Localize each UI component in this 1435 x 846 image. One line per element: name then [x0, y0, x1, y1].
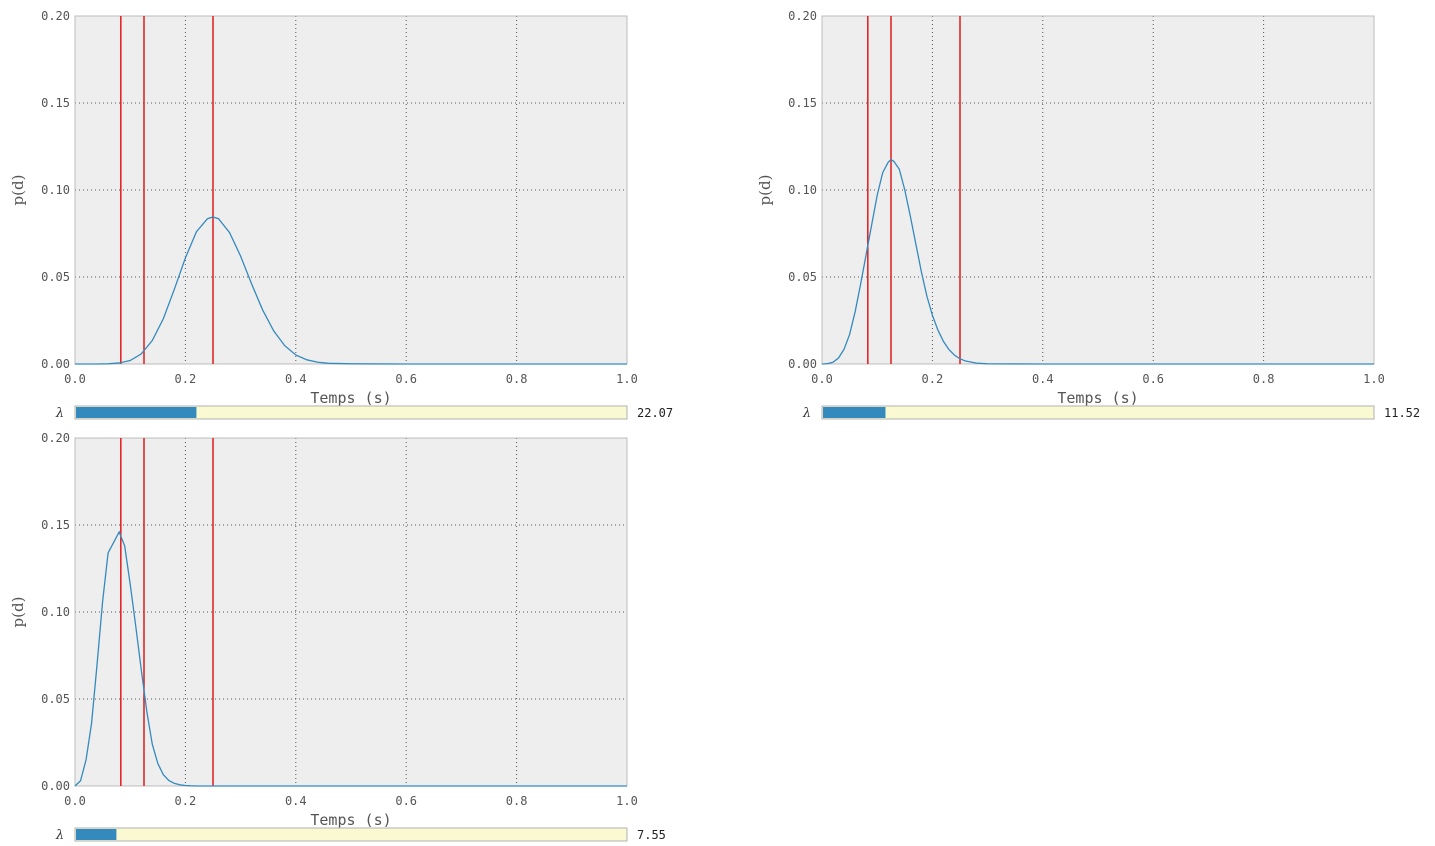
x-tick-label: 0.0: [64, 794, 86, 808]
y-tick-label: 0.15: [41, 518, 70, 532]
y-tick-label: 0.20: [788, 9, 817, 23]
y-tick-label: 0.05: [41, 270, 70, 284]
x-tick-label: 1.0: [1363, 372, 1385, 386]
x-tick-label: 0.4: [285, 794, 307, 808]
x-tick-label: 0.2: [175, 372, 197, 386]
x-tick-label: 1.0: [616, 794, 638, 808]
slider-label: λ: [802, 406, 811, 421]
series-line: [821, 158, 1374, 365]
x-tick-label: 0.6: [1142, 372, 1164, 386]
x-axis-label: Temps (s): [310, 389, 391, 407]
lambda-slider[interactable]: λ 22.07: [55, 405, 673, 421]
y-tick-label: 0.05: [41, 692, 70, 706]
x-tick-label: 0.6: [395, 794, 417, 808]
x-tick-label: 0.8: [1253, 372, 1275, 386]
y-tick-label: 0.00: [41, 779, 70, 793]
slider-label: λ: [55, 828, 64, 843]
slider-value: 7.55: [637, 828, 666, 842]
slider-track[interactable]: [74, 405, 628, 420]
x-tick-label: 0.8: [506, 372, 528, 386]
x-tick-label: 0.4: [1032, 372, 1054, 386]
y-axis-label: p(d): [9, 597, 27, 628]
x-tick-label: 0.8: [506, 794, 528, 808]
y-axis-label: p(d): [9, 175, 27, 206]
slider-value: 11.52: [1384, 406, 1420, 420]
x-tick-label: 0.6: [395, 372, 417, 386]
subplot-3: 0.0 0.2 0.4 0.6 0.8 1.0 0.00 0.05 0.10 0.15 0.20 Te…: [9, 431, 666, 843]
series-line: [74, 530, 627, 787]
y-tick-label: 0.15: [41, 96, 70, 110]
slider-value: 22.07: [637, 406, 673, 420]
y-tick-label: 0.00: [41, 357, 70, 371]
y-tick-label: 0.10: [788, 183, 817, 197]
y-tick-label: 0.20: [41, 9, 70, 23]
slider-label: λ: [55, 406, 64, 421]
lambda-slider[interactable]: λ 7.55: [55, 827, 666, 843]
slider-track[interactable]: [821, 405, 1375, 420]
x-tick-label: 0.4: [285, 372, 307, 386]
x-tick-label: 0.2: [175, 794, 197, 808]
x-axis-label: Temps (s): [310, 811, 391, 829]
y-tick-label: 0.20: [41, 431, 70, 445]
subplot-2: 0.0 0.2 0.4 0.6 0.8 1.0 0.00 0.05 0.10 0.15 0.20 Te…: [756, 9, 1420, 421]
slider-fill[interactable]: [76, 829, 117, 840]
slider-fill[interactable]: [76, 407, 197, 418]
y-tick-label: 0.15: [788, 96, 817, 110]
y-tick-label: 0.05: [788, 270, 817, 284]
x-tick-label: 0.0: [811, 372, 833, 386]
y-tick-label: 0.10: [41, 605, 70, 619]
y-axis-label: p(d): [756, 175, 774, 206]
x-tick-label: 0.2: [922, 372, 944, 386]
x-tick-label: 0.0: [64, 372, 86, 386]
y-tick-label: 0.10: [41, 183, 70, 197]
subplot-1: 0.0 0.2 0.4 0.6 0.8 1.0 0.00 0.05 0.10 0.15 0.20 Te…: [9, 9, 673, 421]
lambda-slider[interactable]: λ 11.52: [802, 405, 1420, 421]
x-axis-label: Temps (s): [1057, 389, 1138, 407]
x-tick-label: 1.0: [616, 372, 638, 386]
slider-fill[interactable]: [823, 407, 886, 418]
y-tick-label: 0.00: [788, 357, 817, 371]
series-line: [75, 216, 627, 365]
slider-track[interactable]: [74, 827, 628, 842]
